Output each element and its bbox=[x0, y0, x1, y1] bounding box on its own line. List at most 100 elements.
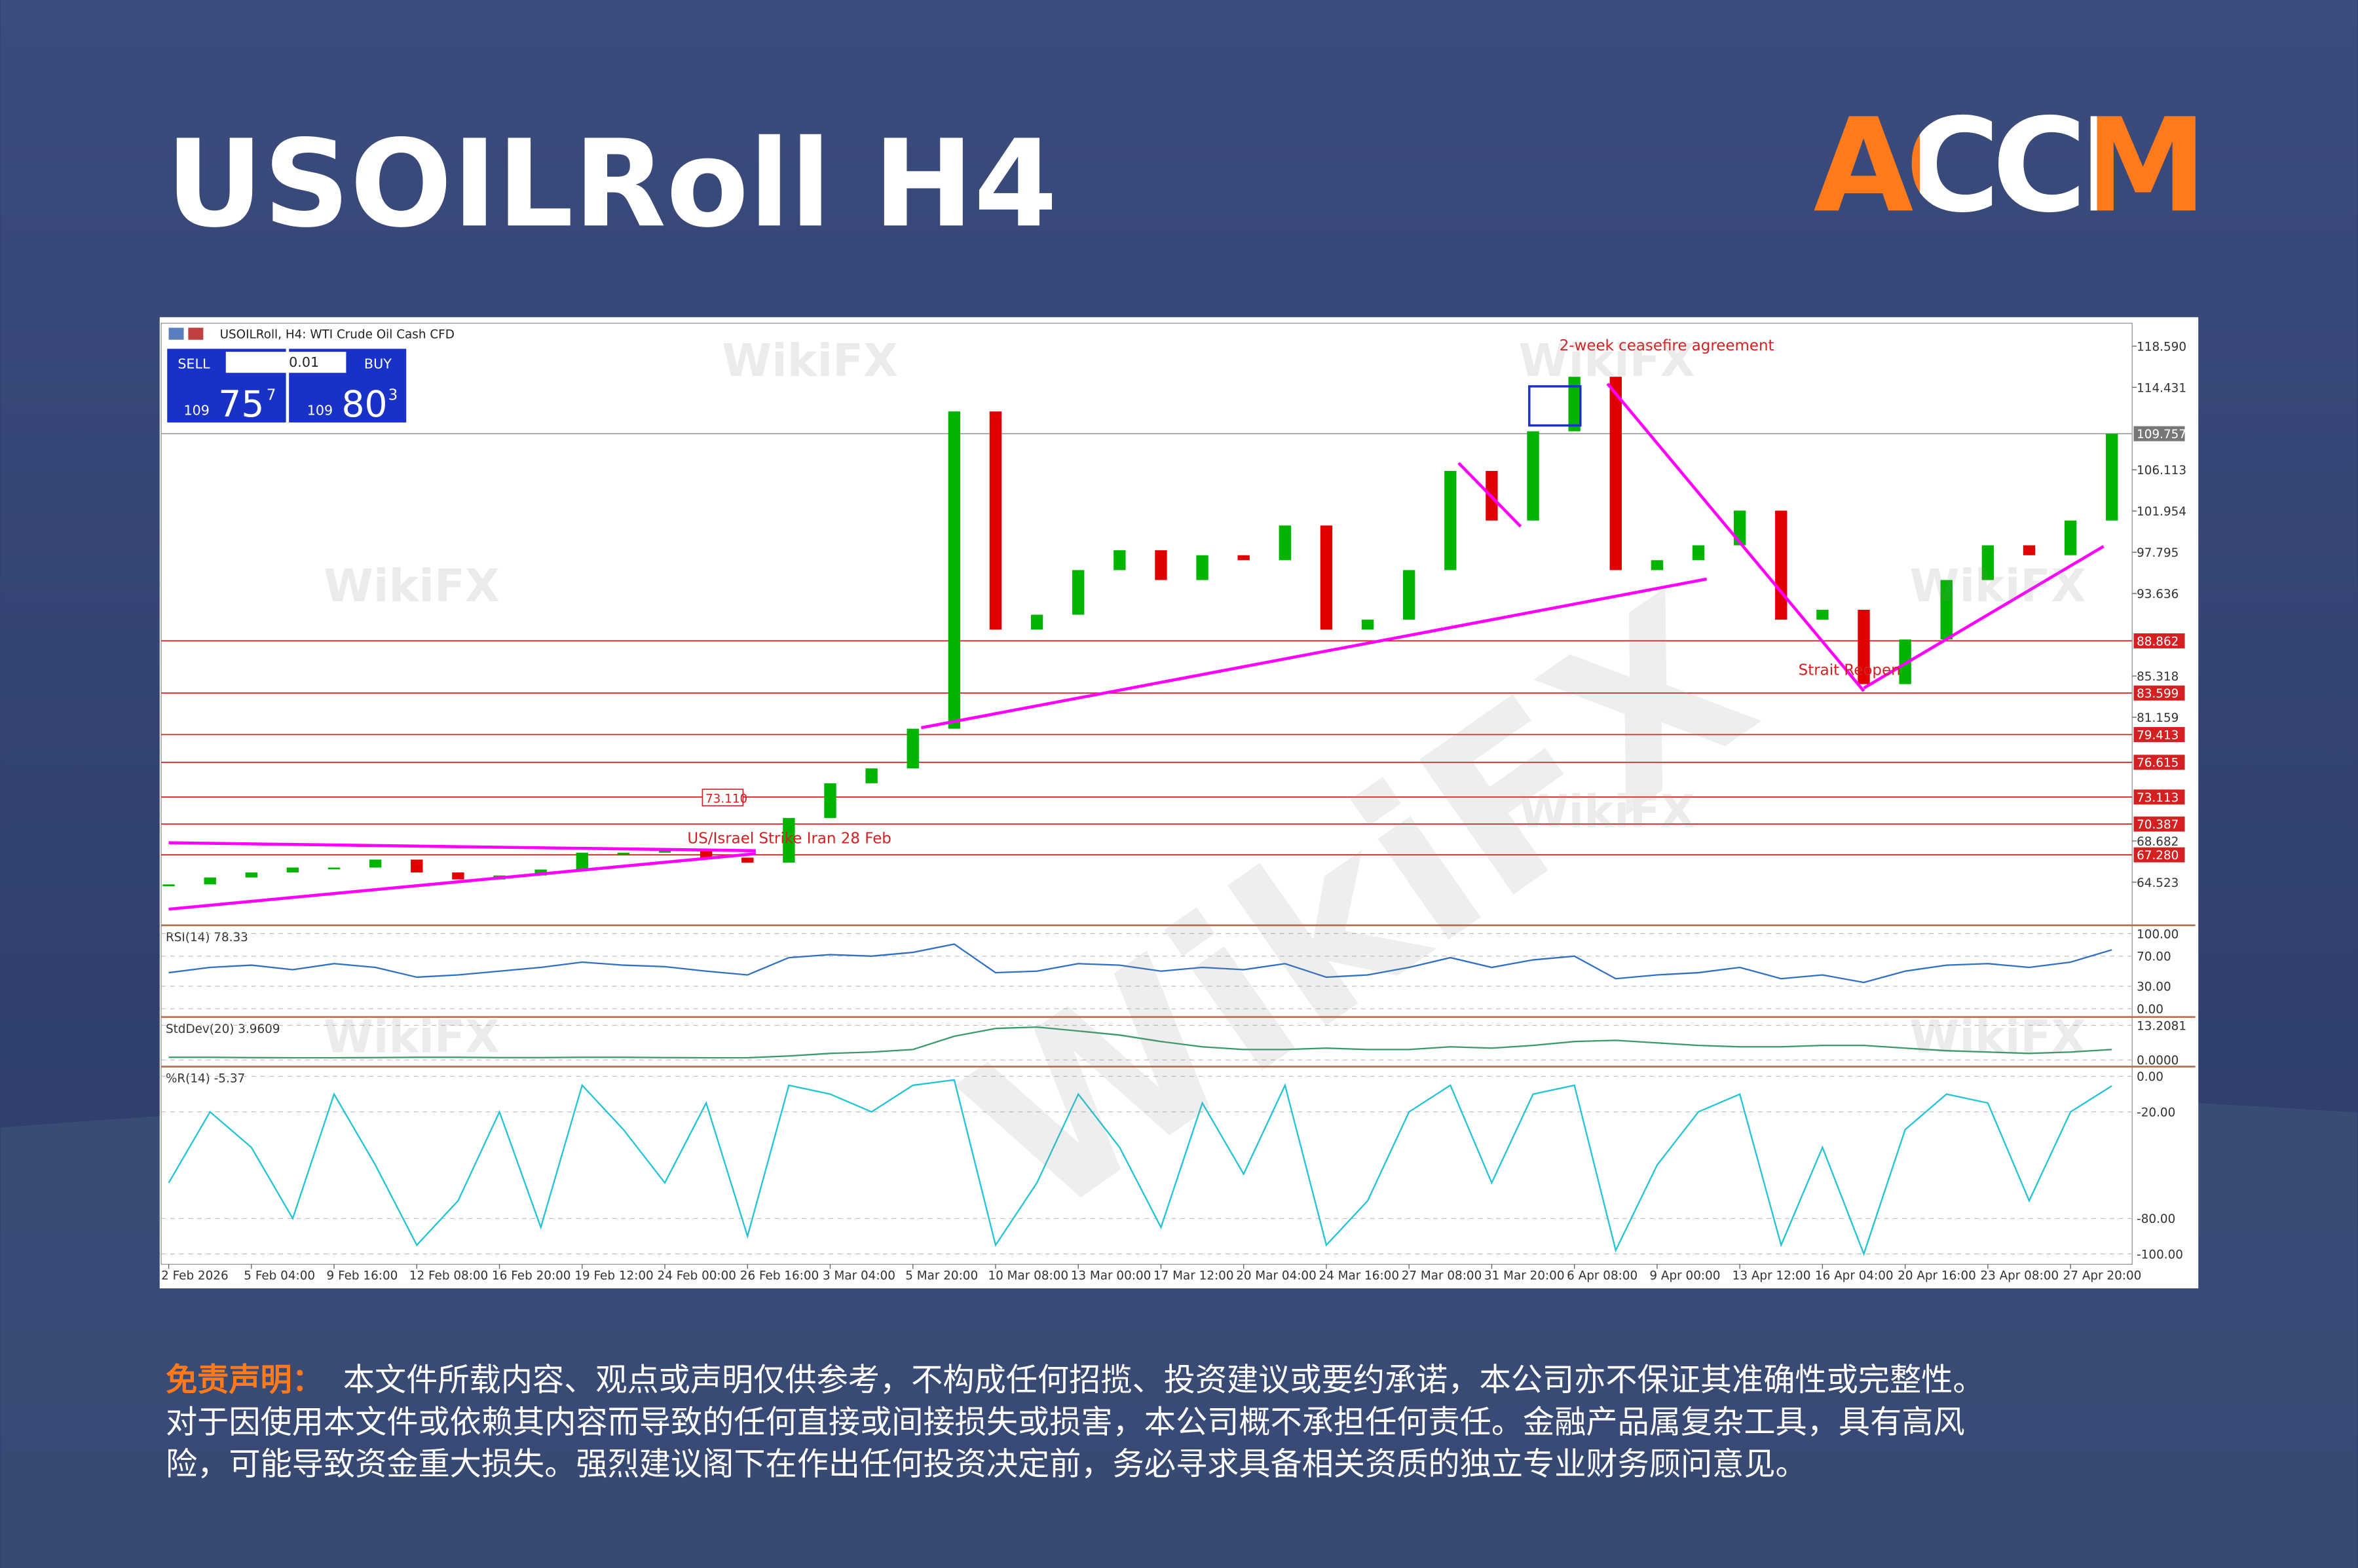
buy-price-point: 3 bbox=[388, 387, 398, 404]
candle bbox=[2106, 434, 2118, 521]
y-tick-label: -100.00 bbox=[2137, 1248, 2183, 1261]
indicator-line bbox=[168, 943, 2112, 984]
level-label: 76.615 bbox=[2137, 756, 2179, 770]
annotation: 2-week ceasefire agreement bbox=[1560, 337, 1774, 354]
x-tick-label: 12 Feb 08:00 bbox=[409, 1269, 488, 1282]
candle bbox=[1279, 525, 1291, 561]
x-tick-label: 20 Apr 16:00 bbox=[1898, 1269, 1976, 1282]
candle bbox=[741, 857, 754, 863]
plot: 2 Feb 2026 5 Feb 04:00 9 Feb 16:00 12 Feb 0… bbox=[161, 340, 2196, 1282]
x-tick-label: 23 Apr 08:00 bbox=[1980, 1269, 2059, 1282]
x-tick-label: 3 Mar 04:00 bbox=[823, 1269, 895, 1282]
candle bbox=[576, 852, 588, 870]
candle bbox=[1858, 609, 1870, 684]
buy-label[interactable]: BUY bbox=[364, 356, 392, 371]
y-tick-label: 97.795 bbox=[2137, 546, 2179, 560]
candle bbox=[1899, 639, 1911, 684]
annotation-box bbox=[702, 789, 744, 807]
y-tick-label: 13.2081 bbox=[2137, 1019, 2186, 1033]
chart-title: USOILRoll, H4: WTI Crude Oil Cash CFD bbox=[220, 327, 455, 341]
annotation: Strait Reopen bbox=[1799, 662, 1901, 679]
x-tick-label: 27 Apr 20:00 bbox=[2063, 1269, 2142, 1282]
trendline bbox=[168, 841, 756, 853]
y-tick-label: -20.00 bbox=[2137, 1106, 2175, 1119]
level-label: 83.599 bbox=[2137, 687, 2179, 701]
candle bbox=[1072, 570, 1085, 615]
trendline bbox=[1606, 383, 1865, 692]
candle bbox=[865, 768, 878, 783]
y-tick-label: 114.431 bbox=[2137, 381, 2186, 395]
sell-label[interactable]: SELL bbox=[178, 356, 210, 371]
y-tick-label: 85.318 bbox=[2137, 670, 2179, 684]
annotation: 73.110 bbox=[705, 793, 747, 806]
candle bbox=[1196, 555, 1208, 580]
y-tick-label: 81.159 bbox=[2137, 711, 2179, 725]
x-tick-label: 13 Mar 00:00 bbox=[1071, 1269, 1151, 1282]
candle bbox=[1114, 550, 1126, 570]
candle bbox=[162, 884, 175, 887]
candle bbox=[824, 783, 836, 818]
watermark: WikiFX bbox=[324, 560, 500, 612]
candle bbox=[1692, 545, 1705, 561]
watermark: WikiFX bbox=[1519, 335, 1695, 387]
candle bbox=[204, 877, 216, 885]
x-tick-label: 20 Mar 04:00 bbox=[1236, 1269, 1317, 1282]
buy-price-pips: 80 bbox=[342, 383, 388, 425]
last-price-label: 109.757 bbox=[2137, 428, 2186, 441]
candle bbox=[1361, 620, 1374, 630]
watermark: WikiFX bbox=[324, 1011, 500, 1064]
candle bbox=[1651, 560, 1664, 570]
lot-box[interactable] bbox=[225, 352, 346, 373]
y-tick-label: 0.00 bbox=[2137, 1070, 2163, 1084]
chart-icon bbox=[188, 327, 204, 340]
candle bbox=[1981, 545, 1994, 580]
indicator-label: RSI(14) 78.33 bbox=[166, 931, 248, 944]
candle bbox=[948, 411, 961, 729]
candle bbox=[1444, 471, 1457, 570]
y-tick-label: 101.954 bbox=[2137, 505, 2186, 519]
x-tick-label: 16 Feb 20:00 bbox=[492, 1269, 571, 1282]
candle bbox=[1030, 614, 1043, 630]
disclaimer-line: 本文件所载内容、观点或声明仅供参考，不构成任何招揽、投资建议或要约承诺，本公司亦… bbox=[343, 1362, 1985, 1398]
x-tick-label: 5 Feb 04:00 bbox=[244, 1269, 315, 1282]
lot-size[interactable]: 0.01 bbox=[289, 354, 319, 370]
indicator-label: %R(14) -5.37 bbox=[166, 1072, 245, 1086]
level-label: 88.862 bbox=[2137, 635, 2179, 648]
trendline bbox=[920, 577, 1708, 730]
trendline bbox=[168, 852, 757, 911]
level-label: 73.113 bbox=[2137, 791, 2179, 805]
watermark: WikiFX bbox=[1519, 785, 1695, 838]
candle bbox=[1816, 609, 1829, 620]
x-tick-label: 10 Mar 08:00 bbox=[988, 1269, 1068, 1282]
highlight-box bbox=[1528, 385, 1582, 427]
x-tick-label: 19 Feb 12:00 bbox=[574, 1269, 653, 1282]
candle bbox=[783, 817, 795, 863]
plot-border bbox=[160, 322, 2133, 1265]
logo: ACCM bbox=[1814, 90, 2207, 241]
candle bbox=[700, 849, 713, 858]
last-price-tag bbox=[2133, 426, 2185, 441]
level-label: 67.280 bbox=[2137, 849, 2179, 863]
watermark: WikiFX bbox=[722, 335, 898, 387]
candle bbox=[2023, 545, 2036, 555]
watermark: WikiFX bbox=[1910, 560, 2086, 612]
x-tick-label: 24 Mar 16:00 bbox=[1319, 1269, 1399, 1282]
candle bbox=[617, 852, 630, 855]
y-tick-label: 0.0000 bbox=[2137, 1054, 2179, 1068]
sell-price-point: 7 bbox=[267, 387, 276, 404]
x-tick-label: 6 Apr 08:00 bbox=[1567, 1269, 1638, 1282]
watermark: WikiFX bbox=[1910, 1011, 2086, 1064]
x-tick-label: 16 Apr 04:00 bbox=[1815, 1269, 1894, 1282]
candle bbox=[1403, 570, 1415, 620]
candle bbox=[1527, 431, 1539, 521]
x-tick-label: 9 Apr 00:00 bbox=[1649, 1269, 1720, 1282]
trendline bbox=[1457, 462, 1522, 528]
y-tick-label: 100.00 bbox=[2137, 927, 2179, 941]
trendline bbox=[1863, 545, 2105, 690]
chart-panel bbox=[159, 317, 2199, 1289]
candle bbox=[2064, 520, 2077, 555]
level-tag bbox=[2133, 727, 2185, 742]
candle bbox=[1155, 550, 1167, 580]
candle bbox=[411, 859, 423, 873]
